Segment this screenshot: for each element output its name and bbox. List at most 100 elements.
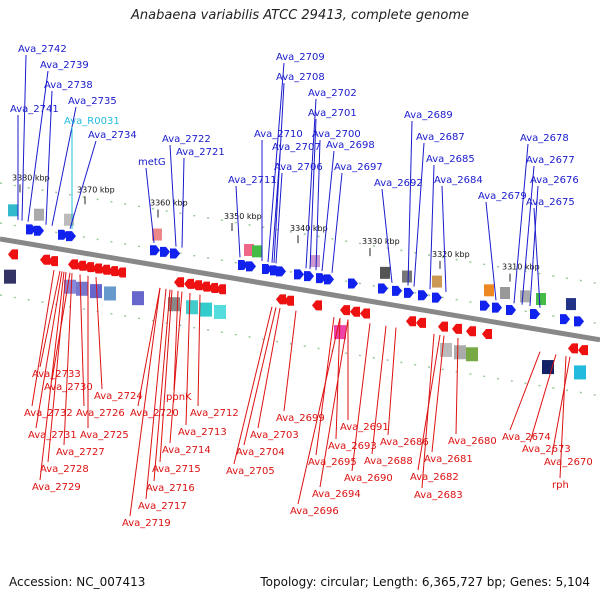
bottom-gene-label: Ava_2717: [138, 501, 187, 512]
top-gene-label: Ava_R0031: [64, 116, 120, 127]
bottom-gene-label: Ava_2673: [522, 444, 571, 455]
top-leader-line: [309, 118, 317, 270]
ruler-label: 3370 kbp: [77, 185, 115, 194]
reverse-gene-arrow: [8, 249, 18, 260]
bottom-gene-label: Ava_2703: [250, 430, 299, 441]
ruler-label: 3350 kbp: [224, 212, 262, 221]
reverse-gene-arrow: [174, 277, 184, 288]
bottom-gene-label: Ava_2690: [344, 473, 393, 484]
top-gene-label: Ava_2684: [434, 175, 483, 186]
feature-box: [8, 204, 18, 217]
bottom-gene-label: Ava_2716: [146, 483, 195, 494]
forward-gene-arrow: [432, 292, 442, 303]
bottom-gene-label: Ava_2696: [290, 506, 339, 517]
bottom-leader-line: [31, 269, 55, 407]
reverse-gene-arrow: [578, 345, 588, 356]
forward-gene-arrow: [238, 259, 248, 270]
ruler-label: 3310 kbp: [502, 263, 540, 272]
reverse-gene-arrow: [350, 306, 360, 317]
top-gene-label: Ava_2741: [10, 104, 59, 115]
top-gene-label: Ava_2710: [254, 129, 303, 140]
ruler-label: 3320 kbp: [432, 250, 470, 259]
bottom-gene-label: Ava_2726: [76, 408, 125, 419]
reverse-gene-arrow: [452, 323, 462, 334]
reverse-gene-arrow: [438, 321, 448, 332]
top-gene-label: metG: [138, 157, 166, 168]
bottom-gene-label: Ava_2731: [28, 430, 77, 441]
top-gene-label: Ava_2700: [312, 129, 361, 140]
feature-box: [186, 300, 198, 315]
reverse-gene-arrow: [68, 259, 78, 270]
feature-box: [104, 286, 116, 301]
bottom-gene-label: Ava_2694: [312, 489, 361, 500]
top-leader-line: [413, 142, 425, 287]
top-leader-line: [321, 150, 335, 272]
bottom-gene-label: Ava_2712: [190, 408, 239, 419]
reverse-gene-arrow: [482, 328, 492, 339]
top-gene-label: Ava_2687: [416, 132, 465, 143]
feature-box: [90, 284, 102, 299]
feature-box: [566, 298, 576, 311]
forward-gene-arrow: [160, 246, 170, 257]
reverse-gene-arrow: [284, 295, 294, 306]
feature-box: [252, 245, 262, 258]
forward-gene-arrow: [392, 285, 402, 296]
top-leader-line: [271, 152, 281, 263]
reverse-gene-arrow: [100, 264, 110, 275]
forward-gene-arrow: [58, 229, 68, 240]
top-leader-line: [21, 54, 27, 221]
top-gene-label: Ava_2692: [374, 178, 423, 189]
top-leader-line: [533, 207, 541, 308]
forward-gene-arrow: [574, 316, 584, 327]
reverse-gene-arrow: [360, 308, 370, 319]
feature-box: [132, 291, 144, 306]
reverse-gene-arrow: [340, 305, 350, 316]
bottom-leader-line: [35, 271, 63, 429]
bottom-gene-label: Ava_2728: [40, 464, 89, 475]
feature-box: [536, 293, 546, 306]
bottom-gene-label: Ava_2682: [410, 472, 459, 483]
reverse-gene-arrow: [40, 254, 50, 265]
feature-box: [454, 345, 466, 360]
bottom-gene-label: Ava_2705: [226, 466, 275, 477]
reverse-gene-arrow: [200, 281, 210, 292]
feature-box: [152, 228, 162, 241]
bottom-leader-line: [319, 319, 349, 488]
reverse-gene-arrow: [108, 266, 118, 277]
reverse-gene-arrow: [92, 263, 102, 274]
reverse-gene-arrow: [116, 267, 126, 278]
bottom-leader-line: [243, 307, 277, 446]
bottom-leader-line: [185, 292, 191, 426]
bottom-leader-line: [129, 287, 161, 517]
forward-gene-arrow: [378, 283, 388, 294]
top-leader-line: [169, 144, 177, 247]
accession-label: Accession: NC_007413: [9, 575, 146, 589]
top-leader-line: [513, 143, 529, 304]
top-leader-line: [529, 185, 539, 307]
top-gene-label: Ava_2676: [530, 175, 579, 186]
top-leader-line: [235, 185, 241, 258]
bottom-gene-label: Ava_2727: [56, 447, 105, 458]
bottom-gene-label: Ava_2730: [44, 382, 93, 393]
top-leader-line: [381, 188, 393, 283]
bottom-leader-line: [159, 289, 173, 463]
forward-gene-arrow: [324, 274, 334, 285]
feature-box: [244, 243, 254, 256]
reverse-gene-arrow: [76, 260, 86, 271]
top-gene-label: Ava_2738: [44, 80, 93, 91]
bottom-leader-line: [529, 354, 557, 443]
bottom-leader-line: [371, 325, 387, 455]
forward-gene-arrow: [170, 248, 180, 259]
top-leader-line: [145, 167, 155, 243]
top-leader-line: [485, 201, 497, 301]
bottom-gene-label: Ava_2674: [502, 432, 551, 443]
feature-box: [520, 290, 530, 303]
ruler-label: 3380 kbp: [12, 173, 50, 182]
top-gene-label: Ava_2721: [176, 147, 225, 158]
top-gene-label: Ava_2677: [526, 155, 575, 166]
top-gene-label: Ava_2707: [272, 142, 321, 153]
bottom-leader-line: [197, 294, 201, 407]
reverse-gene-arrow: [276, 294, 286, 305]
top-gene-label: Ava_2735: [68, 96, 117, 107]
